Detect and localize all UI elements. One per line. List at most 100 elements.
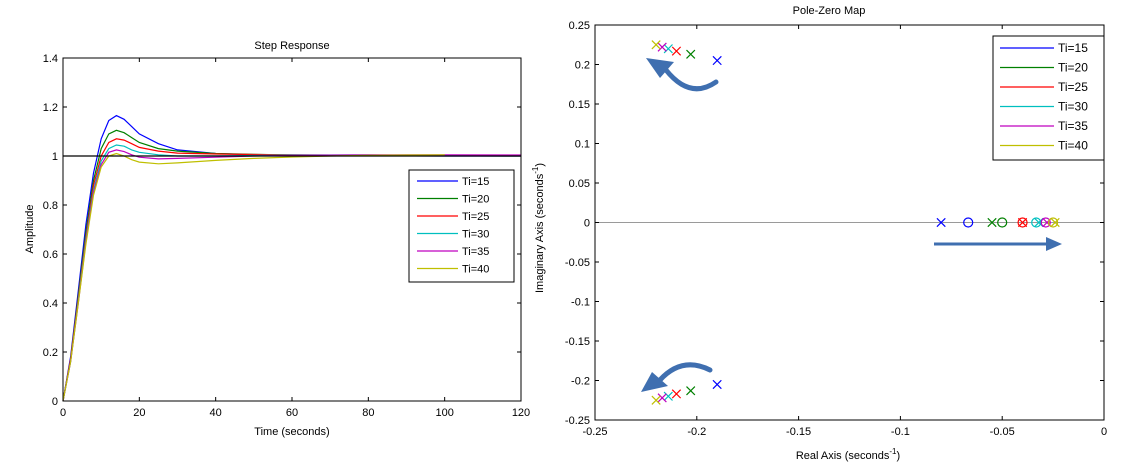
step-y-tick-label: 0.8 <box>43 200 58 212</box>
step-y-tick-label: 1 <box>52 151 58 163</box>
pole-marker-s5-1 <box>657 42 667 52</box>
pz-markers-group <box>651 40 1060 405</box>
pole-stroke-b <box>686 386 696 396</box>
pole-marker-s4-2 <box>663 391 673 401</box>
pole-stroke-b <box>1017 217 1028 228</box>
pz-x-label-sup: -1 <box>889 447 897 456</box>
zero-marker-s1-1 <box>963 217 974 228</box>
pole-stroke-b <box>657 42 667 52</box>
pz-y-label-sup: -1 <box>531 166 540 174</box>
step-response-title: Step Response <box>254 40 329 52</box>
pz-y-tick-label: -0.2 <box>571 376 590 388</box>
pole-marker-s3-1 <box>671 46 682 56</box>
pz-y-tick-label: -0.1 <box>571 297 590 309</box>
pz-y-tick-label: 0 <box>584 218 590 230</box>
pole-stroke-b <box>987 217 997 228</box>
pole-marker-s1-3 <box>936 217 946 228</box>
pz-x-label-main: Real Axis (seconds <box>796 450 890 462</box>
trend-arrow-bottom-shaft <box>657 362 713 383</box>
step-legend-label-5: Ti=35 <box>462 246 489 258</box>
pole-stroke-b <box>671 389 682 399</box>
step-legend-box <box>408 169 515 283</box>
pole-marker-s3-3 <box>1017 217 1028 228</box>
step-x-tick-label: 80 <box>362 407 374 419</box>
zero-marker-s6-1 <box>1047 217 1059 228</box>
trend-arrow-bottom-head <box>641 372 668 392</box>
trend-arrows <box>641 58 1062 392</box>
pz-legend-label-4: Ti=30 <box>1058 100 1088 114</box>
pole-stroke-b <box>657 393 667 403</box>
pz-legend: Ti=15 Ti=20 Ti=25 Ti=30 Ti=35 Ti=40 <box>992 35 1105 161</box>
step-x-tick-label: 60 <box>286 407 298 419</box>
pole-marker-s6-1 <box>651 40 661 50</box>
pole-stroke-b <box>1050 217 1060 228</box>
pz-legend-label-3: Ti=25 <box>1058 80 1088 94</box>
step-x-tick-label: 120 <box>512 407 530 419</box>
pz-x-tick-label: -0.25 <box>582 426 607 438</box>
pz-y-tick-label: 0.1 <box>575 139 590 151</box>
pole-marker-s3-2 <box>671 389 682 399</box>
pole-marker-s6-2 <box>651 395 661 405</box>
pole-marker-s5-2 <box>657 393 667 403</box>
pz-legend-label-2: Ti=20 <box>1058 61 1088 75</box>
pole-stroke-b <box>671 46 682 56</box>
trend-arrow-right-head <box>1046 237 1062 251</box>
pz-y-label-end: ) <box>534 163 546 167</box>
step-x-axis-label: Time (seconds) <box>254 426 329 438</box>
pole-marker-s4-1 <box>663 44 673 54</box>
pz-y-tick-label: -0.15 <box>565 336 590 348</box>
pz-x-axis-label: Real Axis (seconds-1) <box>796 447 900 462</box>
zero-marker-s3-1 <box>1017 217 1028 228</box>
pz-legend-label-5: Ti=35 <box>1058 119 1088 133</box>
step-legend-label-1: Ti=15 <box>462 176 489 188</box>
pz-legend-box <box>992 35 1105 161</box>
pole-zero-title: Pole-Zero Map <box>793 5 866 17</box>
trend-arrow-top-shaft <box>663 67 719 92</box>
pole-marker-s1-2 <box>712 379 722 390</box>
pole-stroke-b <box>651 395 661 405</box>
pole-stroke-b <box>686 49 696 59</box>
pz-y-tick-label: 0.25 <box>569 20 590 32</box>
step-response-chart: Step Response 0 20 40 60 80 100 12000.20.40.60… <box>24 40 530 438</box>
pole-marker-s1-1 <box>712 55 722 66</box>
step-x-tick-label: 0 <box>60 407 66 419</box>
step-ticks-group: 0 20 40 60 80 100 120 0 0.2 0.4 0.6 0.8 1 1.2 1.4 <box>43 53 530 419</box>
pole-stroke-b <box>663 391 673 401</box>
pole-marker-s2-3 <box>987 217 997 228</box>
step-legend-label-6: Ti=40 <box>462 264 489 276</box>
pole-marker-s6-3 <box>1050 217 1060 228</box>
zero-marker-s2-1 <box>997 217 1008 228</box>
step-x-tick-label: 100 <box>435 407 453 419</box>
pole-stroke-b <box>712 379 722 390</box>
pz-y-label-main: Imaginary Axis (seconds <box>534 173 546 293</box>
pz-x-label-end: ) <box>897 450 901 462</box>
pole-marker-s2-1 <box>686 49 696 59</box>
step-legend-label-2: Ti=20 <box>462 194 489 206</box>
step-y-tick-label: 0 <box>52 396 58 408</box>
trend-arrow-top-head <box>646 58 674 78</box>
step-y-tick-label: 1.4 <box>43 53 58 65</box>
pz-y-tick-label: 0.2 <box>575 60 590 72</box>
pz-x-tick-label: -0.15 <box>786 426 811 438</box>
pole-stroke-b <box>936 217 946 228</box>
zero-marker-s5-1 <box>1040 217 1051 228</box>
pole-zero-chart: Pole-Zero Map -0.25 -0.2 -0.15 -0.1 -0.05 0 -0… <box>531 5 1107 462</box>
pole-stroke-b <box>663 44 673 54</box>
pole-stroke-b <box>651 40 661 50</box>
step-x-tick-label: 20 <box>133 407 145 419</box>
pole-stroke-b <box>712 55 722 66</box>
pz-legend-label-6: Ti=40 <box>1058 139 1088 153</box>
step-legend: Ti=15 Ti=20 Ti=25 Ti=30 Ti=35 Ti=40 <box>408 169 515 283</box>
step-x-tick-label: 40 <box>210 407 222 419</box>
step-y-axis-label: Amplitude <box>24 205 36 254</box>
step-legend-label-4: Ti=30 <box>462 229 489 241</box>
pz-y-tick-label: 0.05 <box>569 178 590 190</box>
pz-x-tick-label: 0 <box>1101 426 1107 438</box>
step-y-tick-label: 0.4 <box>43 298 58 310</box>
pz-x-tick-label: -0.05 <box>990 426 1015 438</box>
pz-x-tick-label: -0.2 <box>687 426 706 438</box>
pz-y-tick-label: 0.15 <box>569 99 590 111</box>
pz-legend-label-1: Ti=15 <box>1058 41 1088 55</box>
pz-x-tick-label: -0.1 <box>891 426 910 438</box>
